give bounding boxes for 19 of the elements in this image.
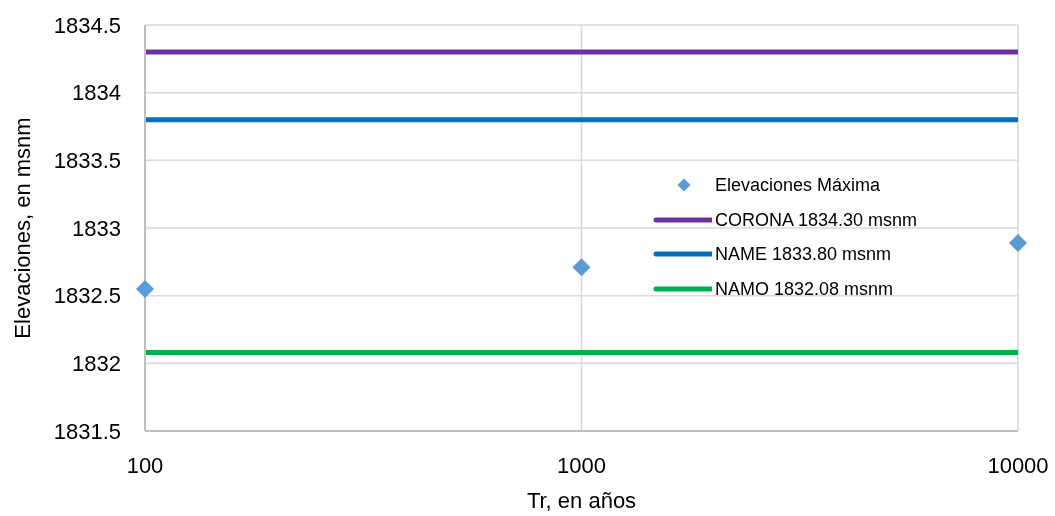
x-tick-label: 1000: [557, 452, 606, 478]
y-tick-label: 1834.5: [53, 12, 121, 38]
x-tick-label: 10000: [987, 452, 1049, 478]
y-axis-title: Elevaciones, en msnm: [10, 117, 35, 339]
y-tick-label: 1834: [72, 80, 121, 106]
legend-label: CORONA 1834.30 msnm: [715, 208, 918, 232]
x-tick-label: 100: [126, 452, 164, 478]
legend-label: Elevaciones Máxima: [715, 174, 881, 197]
legend-label: NAME 1833.80 msnm: [715, 243, 892, 266]
y-tick-label: 1831.5: [53, 418, 121, 444]
y-tick-label: 1833: [72, 215, 121, 241]
y-tick-label: 1832.5: [53, 283, 121, 309]
y-tick-label: 1833.5: [53, 148, 121, 174]
point: [1009, 233, 1027, 252]
y-tick-label: 1832: [72, 351, 121, 377]
point: [572, 258, 591, 277]
x-axis-title: Tr, en años: [526, 488, 637, 513]
legend-label: NAMO 1832.08 msnm: [715, 277, 894, 301]
point: [136, 279, 154, 298]
